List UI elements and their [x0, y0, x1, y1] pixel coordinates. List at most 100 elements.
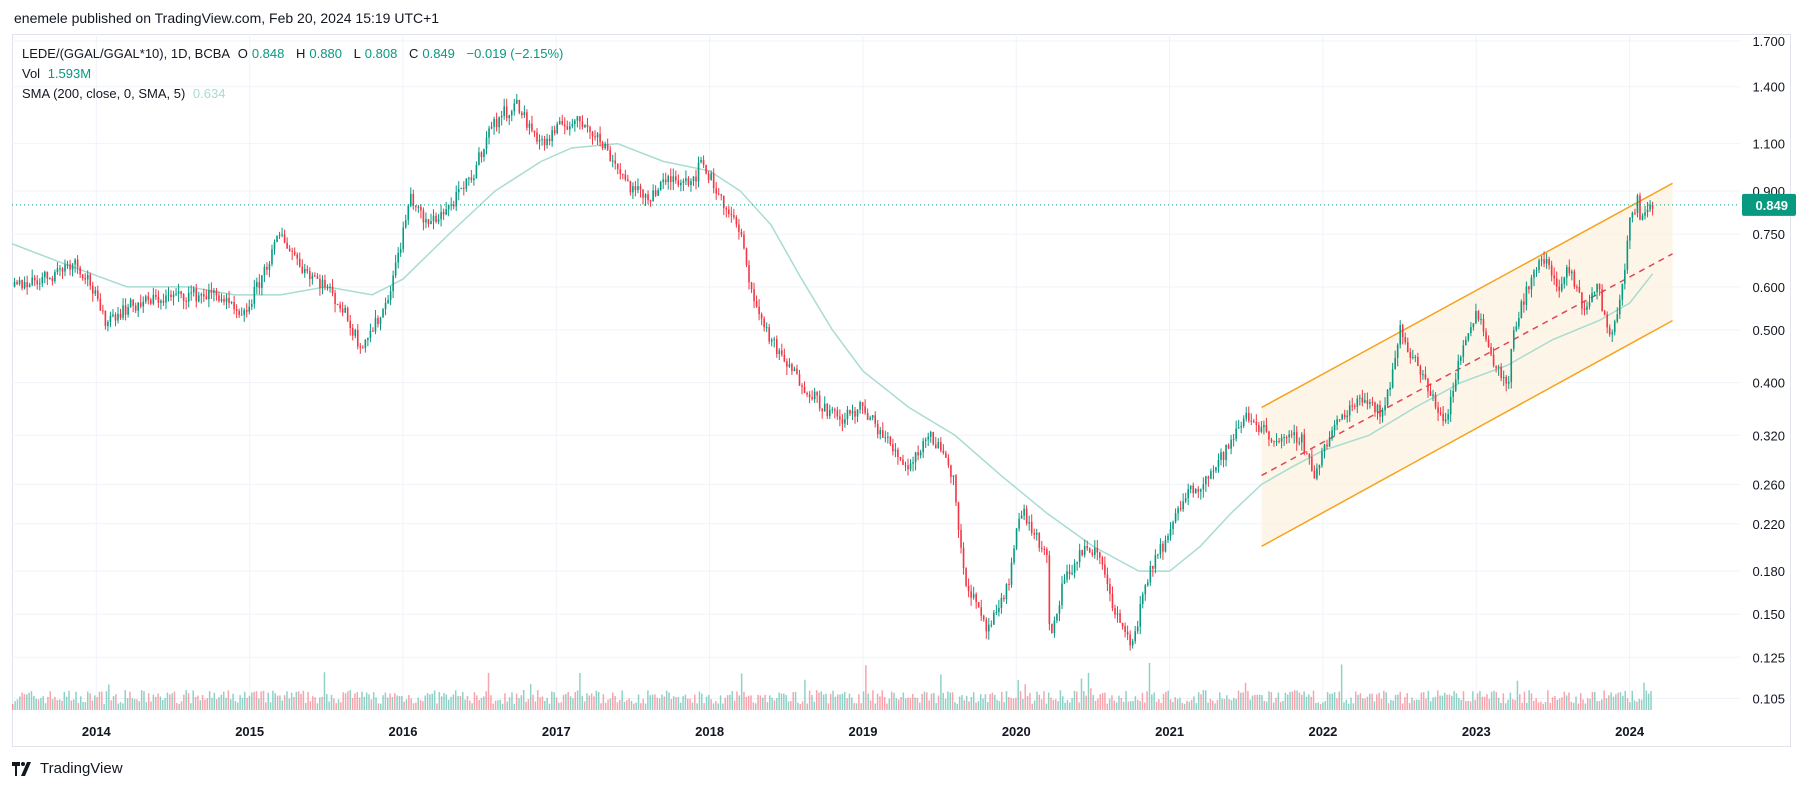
candle-body: [66, 264, 69, 266]
volume-bar: [152, 694, 155, 710]
volume-bar: [1113, 700, 1116, 710]
volume-bar: [1483, 696, 1486, 710]
candle-body: [1129, 634, 1131, 646]
candle-body: [707, 173, 710, 180]
volume-bar: [1650, 690, 1652, 710]
candle-body: [1258, 424, 1260, 432]
volume-bar: [745, 696, 748, 710]
candle-body: [836, 410, 839, 417]
candle-body: [967, 585, 970, 592]
candle-body: [71, 264, 74, 270]
candle-body: [657, 190, 659, 196]
volume-bar: [1622, 695, 1624, 710]
candle-body: [677, 180, 680, 186]
volume-bar: [1200, 694, 1202, 710]
legend-sma-row[interactable]: SMA (200, close, 0, SMA, 5) 0.634: [22, 84, 567, 104]
volume-bar: [607, 699, 609, 710]
volume-bar: [1376, 694, 1378, 710]
volume-bar: [1202, 690, 1205, 710]
volume-bar: [1584, 703, 1587, 710]
volume-bar: [661, 694, 663, 710]
candle-body: [1278, 440, 1280, 442]
candle-body: [404, 220, 407, 228]
volume-bar: [1516, 680, 1519, 710]
volume-bar: [1069, 702, 1071, 710]
volume-bar: [1043, 691, 1045, 710]
volume-bar: [778, 692, 780, 710]
candle-body: [301, 266, 304, 273]
candle-body: [1467, 333, 1470, 340]
candle-body: [268, 264, 271, 270]
volume-bar: [1556, 699, 1559, 710]
volume-bar: [970, 697, 973, 710]
candle-body: [311, 275, 314, 280]
candle-body: [1038, 532, 1041, 548]
candle-body: [1626, 240, 1629, 270]
open-value: 0.848: [251, 46, 285, 61]
candle-body: [1389, 387, 1391, 390]
volume-bar: [1158, 699, 1160, 710]
volume-bar: [1369, 693, 1371, 710]
volume-bar: [654, 694, 656, 710]
candle-body: [798, 373, 801, 386]
candle-body: [468, 177, 470, 179]
candle-body: [1056, 613, 1058, 621]
volume-bar: [426, 693, 429, 710]
volume-bar: [532, 694, 534, 710]
volume-value: 1.593M: [47, 66, 92, 81]
candle-body: [748, 264, 750, 283]
legend-volume-row[interactable]: Vol 1.593M: [22, 64, 567, 84]
candle-body: [1470, 327, 1472, 334]
candle-body: [490, 126, 493, 129]
volume-bar: [1226, 695, 1228, 710]
x-tick-label: 2020: [1002, 724, 1031, 739]
volume-bar: [473, 692, 476, 710]
symbol-label[interactable]: LEDE/(GGAL/GGAL*10), 1D, BCBA: [22, 46, 231, 61]
candle-body: [955, 475, 957, 503]
volume-bar: [808, 690, 811, 710]
candle-body: [1520, 301, 1523, 318]
footer-brand[interactable]: TradingView: [12, 760, 123, 777]
volume-bar: [663, 696, 666, 710]
volume-bar: [794, 691, 797, 710]
candle-body: [1631, 212, 1634, 218]
candle-body: [1376, 404, 1379, 413]
candle-body: [1583, 308, 1586, 310]
volume-bar: [1636, 701, 1638, 710]
volume-bar: [487, 672, 490, 710]
candle-body: [702, 160, 705, 165]
candle-body: [1066, 571, 1068, 580]
volume-bar: [119, 702, 122, 710]
candle-body: [1270, 439, 1273, 442]
volume-bar: [754, 703, 757, 710]
low-label: L: [353, 46, 361, 61]
volume-bar: [1235, 698, 1237, 710]
candle-body: [937, 442, 940, 449]
volume-bar: [1254, 694, 1256, 710]
volume-bar: [1015, 697, 1017, 710]
candle-body: [1434, 394, 1437, 408]
candle-body: [1523, 301, 1525, 305]
volume-bar: [780, 693, 783, 710]
volume-bar: [1579, 693, 1582, 710]
volume-bar: [1500, 702, 1502, 710]
candle-body: [1189, 485, 1192, 490]
volume-bar: [65, 696, 68, 710]
candle-body: [508, 115, 511, 119]
volume-bar: [1010, 697, 1012, 710]
volume-bar: [766, 702, 769, 710]
candle-body: [801, 385, 803, 387]
candle-body: [745, 248, 748, 265]
candle-body: [1381, 410, 1384, 417]
volume-bar: [40, 698, 42, 710]
volume-bar: [1094, 700, 1097, 710]
volume-bar: [117, 703, 119, 710]
volume-bar: [984, 694, 987, 710]
volume-bar: [1008, 697, 1010, 710]
candle-body: [1515, 326, 1518, 331]
volume-bar: [684, 694, 687, 710]
volume-bar: [881, 690, 884, 710]
volume-bar: [30, 691, 33, 710]
chart-frame[interactable]: [12, 34, 1791, 747]
